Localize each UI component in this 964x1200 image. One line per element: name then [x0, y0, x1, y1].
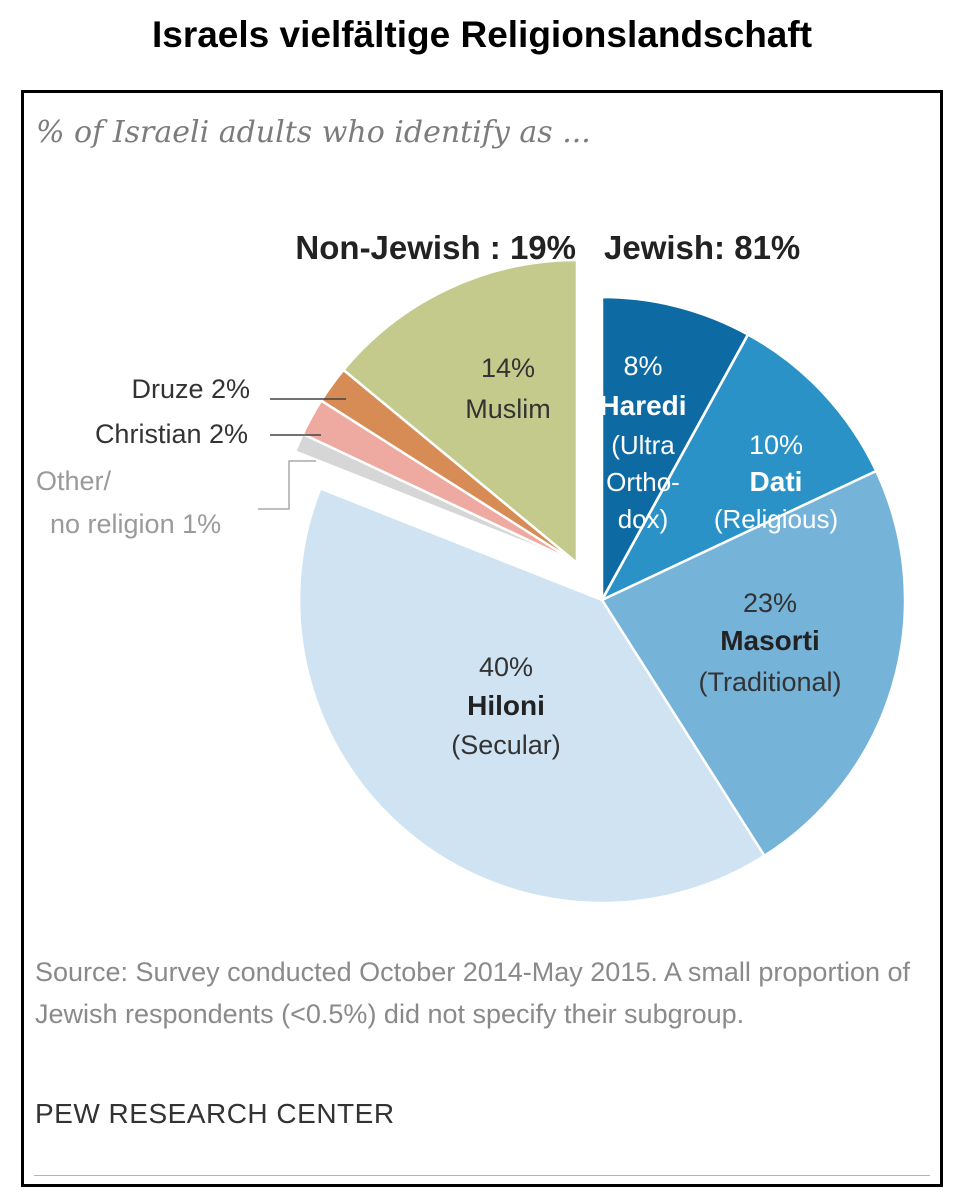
dati-name-label: Dati [750, 466, 803, 497]
masorti-sub-label: (Traditional) [698, 667, 841, 697]
masorti-name-label: Masorti [720, 625, 820, 656]
haredi-dati-divider [600, 333, 750, 601]
muslim-name-label: Muslim [465, 394, 551, 424]
chart-frame: % of Israeli adults who identify as ... … [21, 90, 943, 1187]
hiloni-sub-label: (Secular) [451, 730, 561, 760]
haredi-sub-label: (Ultra [611, 430, 675, 460]
other-leader-line [258, 460, 316, 510]
muslim-pct-label: 14% [481, 353, 535, 383]
dati-sub-label: (Religious) [714, 504, 838, 534]
pie-chart: Non-Jewish : 19% Jewish: 81% 8% Haredi (Ul… [36, 229, 907, 905]
slice-haredi [600, 295, 750, 601]
chart-subtitle: % of Israeli adults who identify as ... [36, 115, 591, 150]
haredi-sub-label: dox) [618, 504, 669, 534]
bottom-rule [34, 1175, 930, 1176]
source-note: Source: Survey conducted October 2014-Ma… [35, 957, 910, 1029]
slice-masorti [600, 469, 907, 858]
haredi-sub-label: Ortho- [606, 467, 680, 497]
slice-muslim [341, 258, 579, 566]
hiloni-pct-label: 40% [479, 652, 533, 682]
group-label-non-jewish: Non-Jewish : 19% [295, 229, 576, 266]
page-title: Israels vielfältige Religionslandschaft [151, 14, 813, 55]
haredi-name-label: Haredi [599, 390, 686, 421]
slice-dati [599, 332, 878, 603]
masorti-pct-label: 23% [743, 588, 797, 618]
dati-pct-label: 10% [749, 430, 803, 460]
slice-hiloni [297, 486, 767, 905]
other-label-line-1: Other/ [36, 466, 112, 496]
group-label-jewish: Jewish: 81% [604, 229, 800, 266]
hiloni-name-label: Hiloni [467, 690, 545, 721]
pew-credit: PEW RESEARCH CENTER [35, 1098, 395, 1129]
haredi-pct-label: 8% [623, 351, 662, 381]
christian-label: Christian 2% [95, 419, 248, 449]
druze-label: Druze 2% [131, 374, 250, 404]
other-label-line-2: no religion 1% [50, 509, 221, 539]
